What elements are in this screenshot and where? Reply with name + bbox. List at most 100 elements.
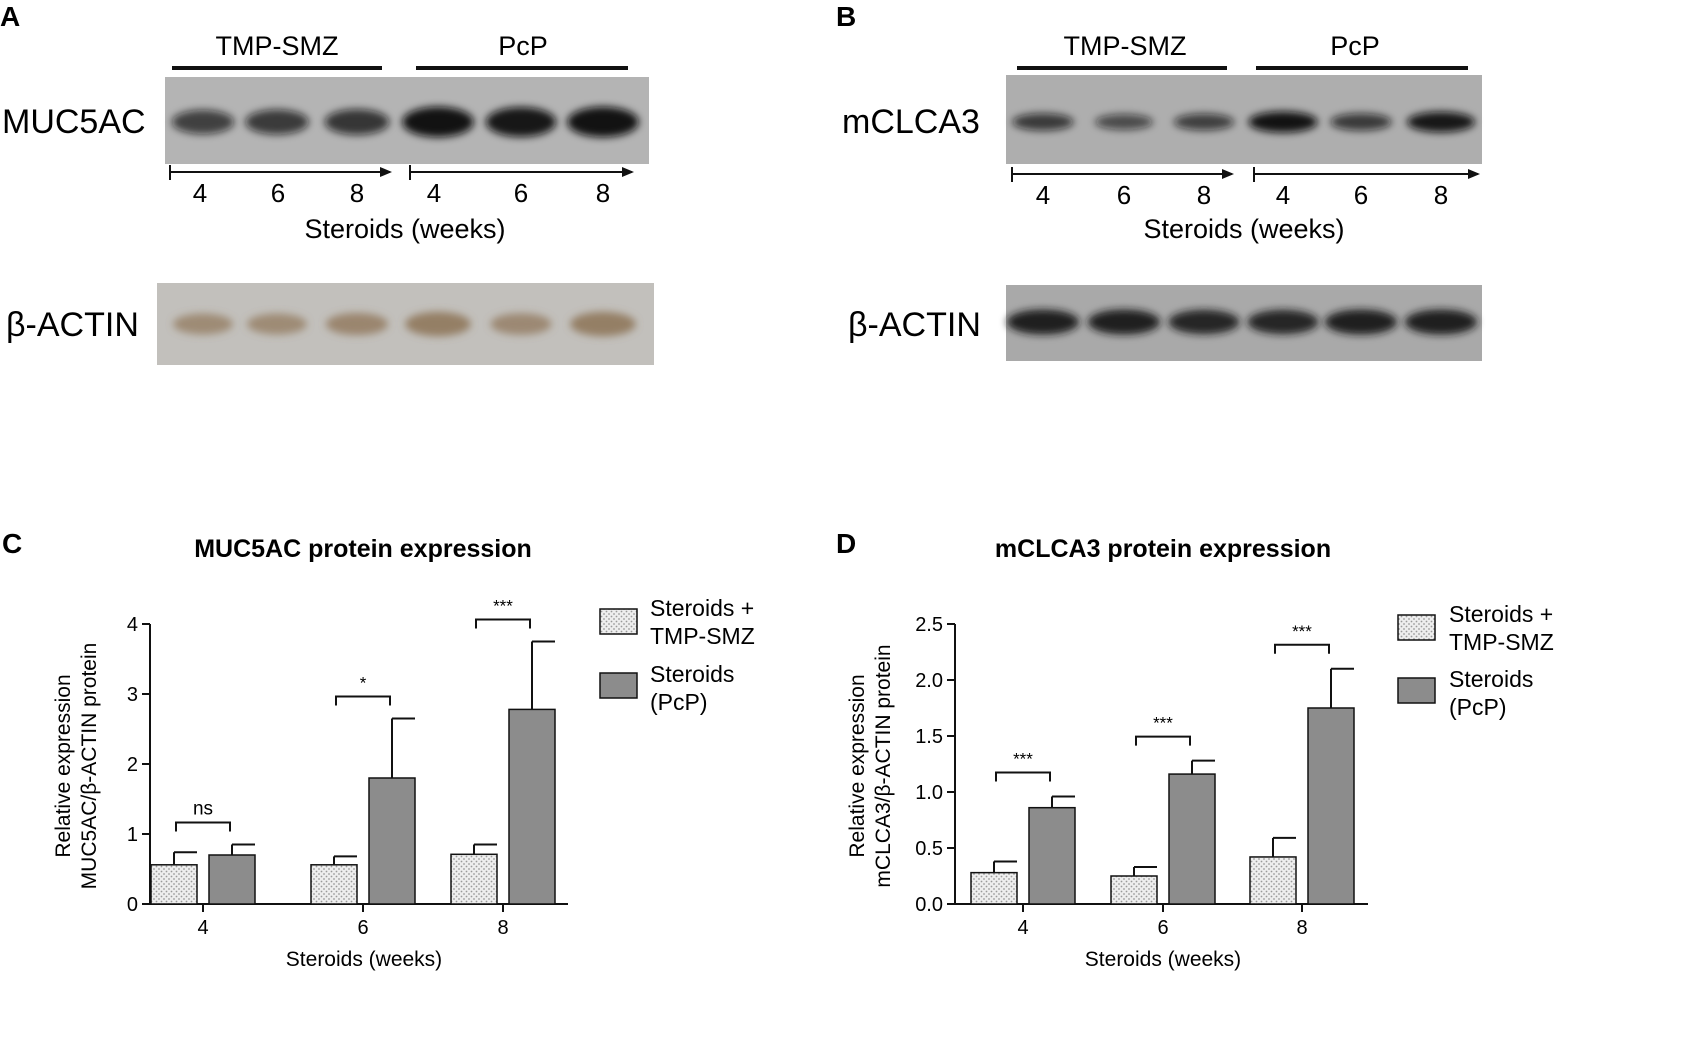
panel-c-xlabel: Steroids (weeks) [286,948,442,971]
panel-c-significance-label: ns [193,799,213,820]
panel-c-y-tick-label: 3 [127,684,138,706]
panel-d-bar-steroids-tmp-smz [970,871,1018,905]
panel-b-actin-band [1168,309,1240,335]
panel-b-actin-membrane [1006,285,1482,361]
panel-d-significance-bracket [1274,643,1330,654]
panel-d-y-tick-label: 2.5 [915,614,943,636]
panel-b-actin-bands [1006,309,1478,335]
panel-b-lane-label: 4 [1036,180,1050,210]
panel-a-lane-label: 6 [514,178,528,208]
panel-a-loading-label: β-ACTIN [6,306,139,344]
panel-b-protein-band [1248,111,1318,133]
panel-b-protein-band [1173,113,1235,131]
panel-d-significance-bracket [995,771,1051,782]
panel-d-legend: Steroids + TMP-SMZ Steroids (PcP) [1397,601,1554,720]
panel-b-actin-band [1324,309,1398,335]
panel-d-y-tick-label: 1.0 [915,782,943,804]
panel-b-lane-label: 8 [1197,180,1211,210]
panel-b-letter: B [836,1,856,32]
panel-c-legend-label-1a: Steroids + [650,595,754,621]
panel-d-legend-label-2a: Steroids [1449,666,1533,692]
panel-c-bar-steroids-pcp [208,854,256,905]
panel-b-protein-band [1330,113,1392,131]
panel-a-actin-band [173,313,233,335]
panel-b: B TMP-SMZ PcP mCLCA3 4 6 8 4 6 8 Steroid… [836,1,1482,361]
panel-c-legend-swatch-2 [599,672,638,699]
panel-a: A TMP-SMZ PcP MUC5AC 4 6 8 4 6 8 Steroid… [0,1,654,365]
panel-a-actin-band [490,313,552,335]
panel-a-lane-labels: 4 6 8 4 6 8 [193,178,610,208]
panel-a-lane-label: 8 [350,178,364,208]
panel-a-letter: A [0,1,20,32]
panel-a-protein-band [567,106,639,138]
panel-b-loading-label: β-ACTIN [848,306,981,344]
panel-c-significance-label: * [360,674,367,693]
panel-b-xlabel: Steroids (weeks) [1143,214,1344,244]
panel-b-lane-label: 6 [1354,180,1368,210]
panel-d-ylabel-line2: mCLCA3/β-ACTIN protein [872,644,895,887]
panel-d-ylabel-line1: Relative expression [846,674,869,857]
panel-d-significance-label: *** [1153,714,1173,733]
panel-a-protein-band [245,109,309,135]
panel-c-x-tick-label: 4 [197,917,208,939]
panel-c-legend-label-1b: TMP-SMZ [650,623,755,649]
panel-b-actin-band [1006,309,1080,335]
panel-a-protein-band [485,107,557,137]
panel-a-group-label-2: PcP [498,31,548,61]
panel-d-x-tick-label: 6 [1157,917,1168,939]
panel-c-plot: 0 1 2 3 4 4 ns 6 * 8 *** [127,597,568,939]
panel-d-x-tick-label: 4 [1017,917,1028,939]
panel-d-legend-label-1b: TMP-SMZ [1449,629,1554,655]
panel-d-y-tick-label: 0.5 [915,838,943,860]
panel-d-significance-bracket [1135,735,1191,746]
panel-c-significance-bracket [175,821,231,832]
panel-d-legend-label-2b: (PcP) [1449,694,1507,720]
panel-a-actin-band [325,312,389,336]
panel-a-protein-band [324,109,390,135]
panel-d-significance-label: *** [1292,622,1312,641]
panel-c-y-tick-label: 2 [127,754,138,776]
panel-c-x-tick-label: 6 [357,917,368,939]
panel-d-x-tick-label: 8 [1296,917,1307,939]
panel-a-lane-label: 6 [271,178,285,208]
panel-c-y-tick-label: 0 [127,894,138,916]
panel-d-title: mCLCA3 protein expression [995,535,1331,563]
panel-c-legend-label-2a: Steroids [650,661,734,687]
panel-c-legend-label-2b: (PcP) [650,689,708,715]
panel-c-bar-steroids-pcp [368,777,416,905]
panel-b-lane-label: 6 [1117,180,1131,210]
panel-b-group-label-2: PcP [1330,31,1380,61]
panel-c-significance-bracket [335,695,391,706]
panel-a-xlabel: Steroids (weeks) [304,214,505,244]
panel-a-protein-band [171,109,235,135]
panel-a-lane-label: 8 [596,178,610,208]
panel-a-protein-label: MUC5AC [2,103,146,141]
panel-b-actin-band [1404,309,1478,335]
panel-d-bar-steroids-pcp [1307,707,1355,905]
panel-b-protein-bands [1012,111,1476,133]
panel-d-legend-label-1a: Steroids + [1449,601,1553,627]
panel-c-title: MUC5AC protein expression [194,535,532,563]
panel-b-group-label-1: TMP-SMZ [1064,31,1187,61]
panel-b-lane-label: 8 [1434,180,1448,210]
panel-b-protein-band [1012,113,1074,131]
panel-c-legend-swatch-1 [599,608,638,635]
panel-d-bar-steroids-tmp-smz [1110,875,1158,905]
panel-a-lane-label: 4 [193,178,207,208]
panel-c-bar-steroids-tmp-smz [310,864,358,905]
panel-d-bar-steroids-pcp [1028,806,1076,905]
panel-c-y-tick-label: 4 [127,614,138,636]
panel-a-lane-label: 4 [427,178,441,208]
panel-b-lane-labels: 4 6 8 4 6 8 [1036,180,1448,210]
panel-a-actin-bands [173,311,636,337]
panel-d-y-tick-label: 2.0 [915,670,943,692]
panel-c-bar-steroids-tmp-smz [450,853,498,905]
panel-c-significance-bracket [475,618,531,629]
panel-c-x-tick-label: 8 [497,917,508,939]
panel-c-bar-steroids-pcp [508,708,556,905]
panel-d-legend-swatch-2 [1397,677,1436,704]
panel-b-actin-band [1087,309,1161,335]
panel-d-significance-label: *** [1013,749,1033,768]
panel-a-actin-band [405,311,471,337]
